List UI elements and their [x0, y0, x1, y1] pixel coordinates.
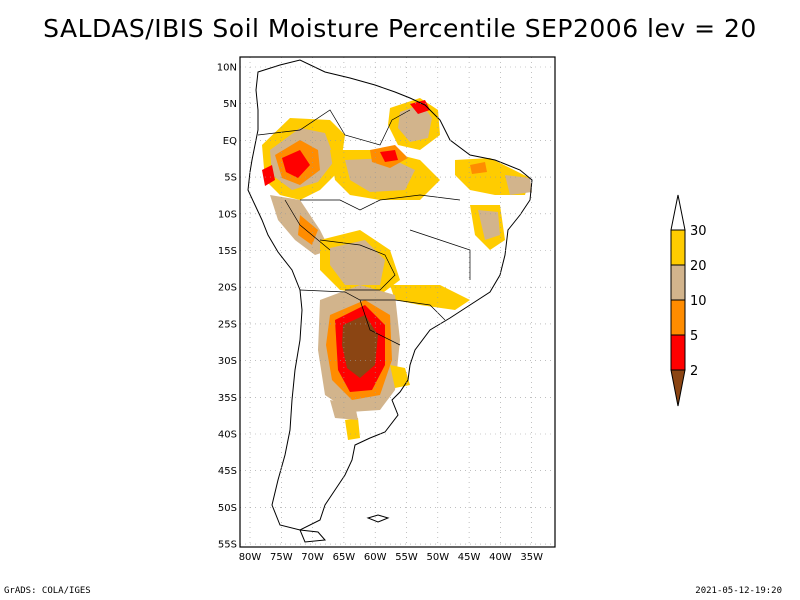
footer-timestamp: 2021-05-12-19:20	[695, 586, 782, 596]
tierra-del-fuego	[299, 529, 327, 543]
patch-yellow-uruguay	[390, 365, 410, 388]
country-borders	[257, 109, 471, 346]
colorbar-segment-10-20	[670, 264, 686, 301]
lon-tick-label: 75W	[270, 552, 293, 563]
south-america-outline	[247, 59, 533, 531]
colorbar-label-2: 2	[690, 364, 698, 379]
lat-tick-label: 55S	[218, 540, 237, 551]
lat-tick-label: 5S	[224, 173, 237, 184]
lat-tick-label: 20S	[218, 283, 237, 294]
colorbar-label-5: 5	[690, 329, 698, 344]
percentile-shading	[262, 98, 532, 440]
lon-tick-label: 80W	[239, 552, 262, 563]
patch-orange-andes	[298, 215, 318, 245]
lat-tick-label: 5N	[223, 99, 237, 110]
colorbar-segment-20-30	[670, 229, 686, 266]
lon-tick-label: 50W	[426, 552, 449, 563]
lon-tick-label: 60W	[364, 552, 387, 563]
lat-tick-label: 15S	[218, 246, 237, 257]
map-frame	[239, 56, 556, 548]
patch-yellow-patagonia	[345, 418, 360, 440]
lon-tick-label: 65W	[333, 552, 356, 563]
colorbar: 30 20 10 5 2	[670, 194, 707, 407]
patch-tan-central-amazon	[345, 158, 415, 192]
colorbar-label-30: 30	[690, 224, 707, 239]
longitude-labels: 80W 75W 70W 65W 60W 55W 50W 45W 40W 35W	[239, 552, 543, 563]
map-grid	[240, 57, 555, 547]
colorbar-bottom-arrow	[670, 369, 686, 407]
lat-tick-label: 35S	[218, 393, 237, 404]
patch-yellow-southeast-brazil	[390, 285, 470, 310]
patch-tan-patagonia	[330, 400, 358, 420]
colorbar-segment-5-10	[670, 299, 686, 336]
colorbar-label-20: 20	[690, 259, 707, 274]
footer-credit: GrADS: COLA/IGES	[4, 586, 91, 596]
lon-tick-label: 55W	[395, 552, 418, 563]
colorbar-top-arrow	[670, 194, 686, 231]
colorbar-label-10: 10	[690, 294, 707, 309]
lat-tick-label: 50S	[218, 503, 237, 514]
colorbar-segment-2-5	[670, 334, 686, 371]
coastline	[247, 59, 533, 543]
patch-orange-northeast	[470, 162, 487, 174]
patch-brown-argentina	[342, 315, 378, 378]
lat-tick-label: 25S	[218, 319, 237, 330]
lat-tick-label: 30S	[218, 356, 237, 367]
patch-tan-east	[478, 210, 500, 240]
lon-tick-label: 35W	[520, 552, 543, 563]
patch-tan-northeast	[505, 175, 532, 195]
patch-red-northwest-2	[262, 165, 275, 186]
lat-tick-label: 40S	[218, 430, 237, 441]
map-title: SALDAS/IBIS Soil Moisture Percentile SEP…	[43, 14, 757, 43]
lat-tick-label: 45S	[218, 466, 237, 477]
patch-tan-bolivia	[330, 240, 385, 285]
lat-tick-label: 10N	[217, 63, 237, 74]
falklands	[366, 514, 390, 523]
lon-tick-label: 40W	[489, 552, 512, 563]
latitude-labels: 10N 5N EQ 5S 10S 15S 20S 25S 30S 35S 40S 45S 50S 55S	[217, 63, 237, 551]
patch-red-northwest	[282, 150, 310, 178]
patch-red-amazon	[380, 150, 398, 162]
lon-tick-label: 70W	[301, 552, 324, 563]
lat-tick-label: EQ	[223, 136, 237, 147]
lat-tick-label: 10S	[218, 209, 237, 220]
lon-tick-label: 45W	[458, 552, 481, 563]
